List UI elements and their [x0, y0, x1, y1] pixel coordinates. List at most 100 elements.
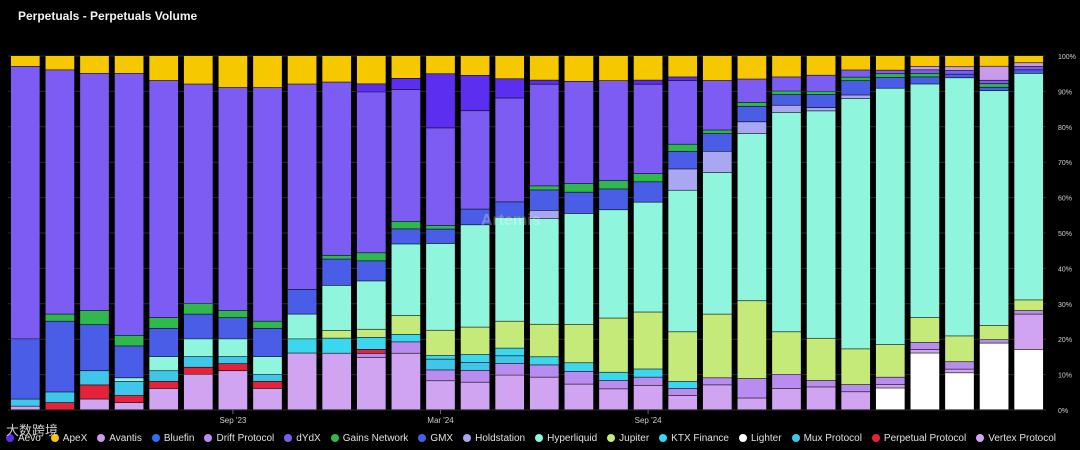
- bar-segment-vertex-protocol[interactable]: [737, 398, 767, 410]
- bar-segment-apex[interactable]: [564, 56, 594, 81]
- bar-segment-jupiter[interactable]: [772, 332, 801, 374]
- bar-segment-aevo[interactable]: [495, 79, 525, 98]
- bar-segment-hyperliquid[interactable]: [391, 244, 421, 316]
- bar-segment-apex[interactable]: [979, 56, 1009, 66]
- bar-segment-lighter[interactable]: [875, 388, 905, 410]
- bar-segment-vertex-protocol[interactable]: [149, 388, 179, 410]
- legend-item[interactable]: Vertex Protocol: [976, 433, 1056, 444]
- bar-segment-gmx[interactable]: [356, 261, 386, 281]
- bar-segment-hyperliquid[interactable]: [1014, 73, 1044, 300]
- bar-segment-gains-network[interactable]: [322, 255, 352, 259]
- bar-segment-gmx[interactable]: [80, 325, 109, 371]
- bar-segment-drift-protocol[interactable]: [391, 342, 421, 353]
- bar-segment-jupiter[interactable]: [633, 312, 663, 369]
- bar-segment-dydx[interactable]: [599, 80, 628, 181]
- bar-segment-gmx[interactable]: [806, 94, 836, 108]
- legend-item[interactable]: Holdstation: [463, 433, 525, 444]
- bar-segment-aevo[interactable]: [391, 78, 421, 90]
- bar-segment-drift-protocol[interactable]: [875, 377, 905, 385]
- bar-segment-dydx[interactable]: [737, 79, 767, 103]
- bar-segment-gains-network[interactable]: [114, 335, 144, 346]
- bar-segment-dydx[interactable]: [668, 80, 698, 144]
- bar-segment-drift-protocol[interactable]: [945, 362, 974, 369]
- bar-segment-dydx[interactable]: [183, 84, 213, 304]
- bar-segment-dydx[interactable]: [979, 80, 1009, 84]
- bar-segment-mux-protocol[interactable]: [80, 371, 109, 385]
- bar-segment-jupiter[interactable]: [391, 315, 421, 335]
- bar-segment-vertex-protocol[interactable]: [495, 375, 525, 410]
- bar-segment-vertex-protocol[interactable]: [356, 357, 386, 410]
- bar-segment-dydx[interactable]: [495, 98, 525, 202]
- bar-segment-dydx[interactable]: [702, 80, 732, 130]
- bar-segment-gains-network[interactable]: [910, 73, 940, 77]
- bar-segment-lighter[interactable]: [979, 343, 1009, 410]
- bar-segment-hyperliquid[interactable]: [910, 84, 940, 318]
- bar-segment-dydx[interactable]: [80, 73, 109, 311]
- bar-segment-dydx[interactable]: [1014, 66, 1044, 70]
- bar-segment-drift-protocol[interactable]: [356, 353, 386, 358]
- bar-segment-gmx[interactable]: [114, 346, 144, 378]
- bar-segment-gmx[interactable]: [426, 229, 455, 244]
- bar-segment-gains-network[interactable]: [737, 102, 767, 106]
- bar-segment-gmx[interactable]: [702, 133, 732, 151]
- bar-segment-ktx-finance[interactable]: [564, 363, 594, 372]
- bar-segment-holdstation[interactable]: [806, 107, 836, 111]
- bar-segment-perpetual-protocol[interactable]: [80, 385, 109, 399]
- bar-segment-avantis[interactable]: [1014, 63, 1044, 67]
- bar-segment-dydx[interactable]: [45, 70, 75, 314]
- bar-segment-gains-network[interactable]: [806, 91, 836, 95]
- bar-segment-vertex-protocol[interactable]: [668, 395, 698, 410]
- bar-segment-drift-protocol[interactable]: [460, 370, 490, 382]
- legend-item[interactable]: ApeX: [50, 433, 87, 444]
- bar-segment-vertex-protocol[interactable]: [391, 353, 421, 410]
- bar-segment-ktx-finance[interactable]: [391, 334, 421, 342]
- bar-segment-hyperliquid[interactable]: [599, 210, 628, 318]
- bar-segment-gmx[interactable]: [253, 328, 282, 357]
- bar-segment-apex[interactable]: [529, 56, 559, 80]
- bar-segment-apex[interactable]: [114, 56, 144, 74]
- bar-segment-dydx[interactable]: [633, 84, 663, 174]
- bar-segment-gains-network[interactable]: [668, 144, 698, 151]
- bar-segment-hyperliquid[interactable]: [702, 172, 732, 314]
- bar-segment-vertex-protocol[interactable]: [772, 388, 801, 410]
- bar-segment-mux-protocol[interactable]: [218, 356, 248, 364]
- bar-segment-vertex-protocol[interactable]: [218, 371, 248, 410]
- bar-segment-drift-protocol[interactable]: [979, 339, 1009, 343]
- bar-segment-apex[interactable]: [45, 56, 75, 70]
- bar-segment-gains-network[interactable]: [183, 303, 213, 314]
- bar-segment-ktx-finance[interactable]: [529, 357, 559, 365]
- bar-segment-ktx-finance[interactable]: [356, 337, 386, 350]
- bar-segment-hyperliquid[interactable]: [564, 213, 594, 325]
- bar-segment-hyperliquid[interactable]: [460, 225, 490, 327]
- bar-segment-hyperliquid[interactable]: [633, 202, 663, 312]
- bar-segment-ktx-finance[interactable]: [460, 354, 490, 363]
- bar-segment-dydx[interactable]: [841, 70, 871, 77]
- bar-segment-vertex-protocol[interactable]: [114, 402, 144, 410]
- bar-segment-jupiter[interactable]: [806, 338, 836, 381]
- bar-segment-apex[interactable]: [772, 56, 801, 77]
- bar-segment-vertex-protocol[interactable]: [633, 385, 663, 410]
- bar-segment-lighter[interactable]: [945, 373, 974, 410]
- bar-segment-dydx[interactable]: [806, 75, 836, 92]
- bar-segment-jupiter[interactable]: [322, 330, 352, 338]
- bar-segment-perpetual-protocol[interactable]: [114, 395, 144, 403]
- bar-segment-perpetual-protocol[interactable]: [149, 381, 179, 389]
- bar-segment-aevo[interactable]: [426, 74, 455, 128]
- bar-segment-mux-protocol[interactable]: [426, 359, 455, 370]
- bar-segment-apex[interactable]: [80, 56, 109, 74]
- bar-segment-apex[interactable]: [253, 56, 282, 88]
- bar-segment-apex[interactable]: [668, 56, 698, 77]
- legend-item[interactable]: dYdX: [284, 433, 321, 444]
- bar-segment-jupiter[interactable]: [910, 317, 940, 343]
- bar-segment-vertex-protocol[interactable]: [426, 381, 455, 410]
- bar-segment-drift-protocol[interactable]: [1014, 310, 1044, 314]
- legend-item[interactable]: Drift Protocol: [204, 433, 274, 444]
- legend-item[interactable]: GMX: [418, 433, 453, 444]
- bar-segment-dydx[interactable]: [426, 128, 455, 226]
- bar-segment-vertex-protocol[interactable]: [875, 384, 905, 388]
- bar-segment-dydx[interactable]: [529, 84, 559, 186]
- bar-segment-jupiter[interactable]: [564, 324, 594, 363]
- bar-segment-apex[interactable]: [1014, 56, 1044, 63]
- bar-segment-jupiter[interactable]: [737, 301, 767, 379]
- legend-item[interactable]: Perpetual Protocol: [871, 433, 966, 444]
